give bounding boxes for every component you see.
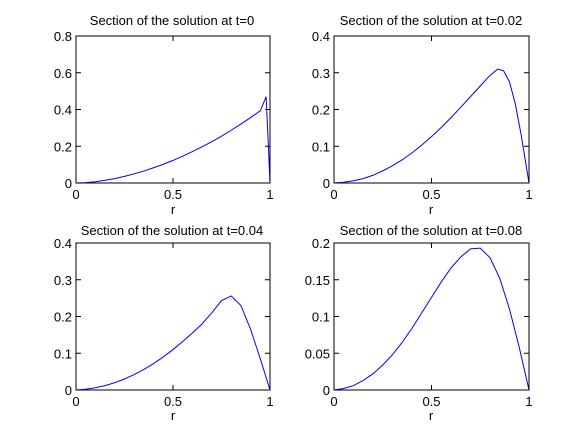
subplot-title: Section of the solution at t=0.04 bbox=[81, 223, 264, 238]
y-tick-label: 0.2 bbox=[312, 236, 330, 251]
x-tick-label: 0.5 bbox=[164, 394, 182, 409]
y-tick-label: 0.4 bbox=[312, 29, 330, 44]
axes-box bbox=[75, 35, 271, 184]
x-tick-label: 0.5 bbox=[422, 187, 440, 202]
y-tick-label: 0 bbox=[323, 176, 330, 191]
y-tick-label: 0.1 bbox=[312, 310, 330, 325]
subplot-t0.02: Section of the solution at t=0.02 r 0 0.5… bbox=[312, 13, 533, 217]
x-axis-label: r bbox=[429, 408, 434, 423]
y-tick-label: 0.05 bbox=[305, 346, 330, 361]
y-tick-label: 0 bbox=[65, 383, 72, 398]
x-tick-label: 1 bbox=[525, 394, 532, 409]
y-tick-label: 0 bbox=[323, 383, 330, 398]
subplot-title: Section of the solution at t=0.08 bbox=[340, 223, 523, 238]
y-tick-label: 0.3 bbox=[54, 273, 72, 288]
y-tick-label: 0.4 bbox=[54, 103, 72, 118]
x-tick-label: 1 bbox=[266, 394, 273, 409]
axes-box bbox=[333, 242, 530, 391]
series-line-0 bbox=[75, 96, 271, 184]
x-tick-label: 0 bbox=[72, 187, 79, 202]
y-tick-label: 0.2 bbox=[54, 139, 72, 154]
x-axis-label: r bbox=[171, 408, 176, 423]
series-line-0 bbox=[333, 247, 530, 391]
x-tick-label: 1 bbox=[266, 187, 273, 202]
y-tick-label: 0.2 bbox=[312, 103, 330, 118]
x-axis-label: r bbox=[429, 202, 434, 217]
x-tick-label: 0 bbox=[72, 394, 79, 409]
series-line-0 bbox=[333, 68, 530, 184]
data-marks bbox=[75, 96, 271, 184]
y-tick-label: 0.1 bbox=[54, 346, 72, 361]
y-tick-label: 0.1 bbox=[312, 139, 330, 154]
x-tick-label: 1 bbox=[525, 187, 532, 202]
y-tick-label: 0 bbox=[65, 176, 72, 191]
axes-box bbox=[75, 242, 271, 391]
data-marks bbox=[75, 295, 271, 391]
subplot-title: Section of the solution at t=0.02 bbox=[340, 13, 523, 28]
y-tick-label: 0.8 bbox=[54, 29, 72, 44]
subplot-t0: Section of the solution at t=0 r 0 0.5 1 0 0… bbox=[54, 13, 274, 217]
subplot-title: Section of the solution at t=0 bbox=[90, 13, 254, 28]
x-tick-label: 0 bbox=[330, 394, 337, 409]
x-axis-label: r bbox=[171, 202, 176, 217]
x-tick-label: 0.5 bbox=[422, 394, 440, 409]
x-tick-label: 0.5 bbox=[164, 187, 182, 202]
y-tick-label: 0.6 bbox=[54, 66, 72, 81]
data-marks bbox=[333, 247, 530, 391]
y-tick-label: 0.4 bbox=[54, 236, 72, 251]
y-tick-label: 0.15 bbox=[305, 273, 330, 288]
subplot-t0.04: Section of the solution at t=0.04 r 0 0.5… bbox=[54, 223, 274, 423]
y-tick-label: 0.3 bbox=[312, 66, 330, 81]
x-tick-label: 0 bbox=[330, 187, 337, 202]
y-tick-label: 0.2 bbox=[54, 310, 72, 325]
axes-box bbox=[333, 35, 530, 184]
subplot-t0.08: Section of the solution at t=0.08 r 0 0.5… bbox=[305, 223, 533, 423]
data-marks bbox=[333, 68, 530, 184]
series-line-0 bbox=[75, 295, 271, 391]
